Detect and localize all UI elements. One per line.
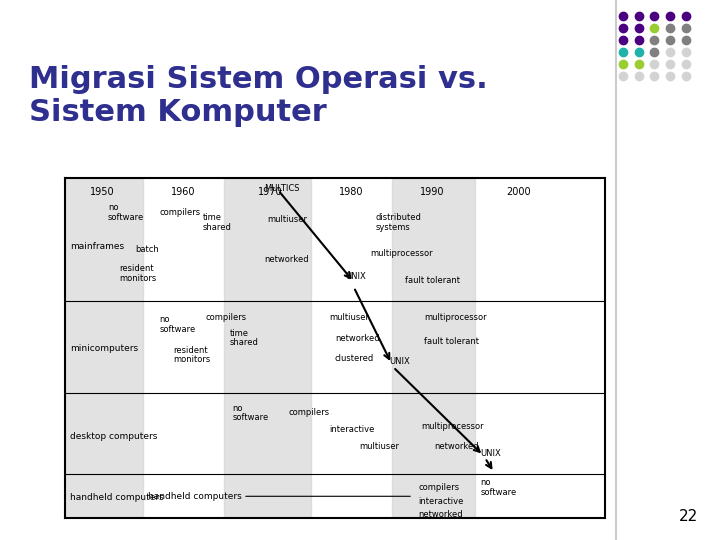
Text: 1950: 1950 xyxy=(90,187,115,197)
Text: compilers: compilers xyxy=(289,408,330,417)
Text: time
shared: time shared xyxy=(230,329,258,347)
Text: fault tolerant: fault tolerant xyxy=(405,276,460,285)
Text: multiuser: multiuser xyxy=(267,214,307,224)
Text: networked: networked xyxy=(265,255,309,265)
Text: UNIX: UNIX xyxy=(481,449,501,458)
Text: resident
monitors: resident monitors xyxy=(173,346,210,365)
Text: no
software: no software xyxy=(481,478,517,497)
Text: multiprocessor: multiprocessor xyxy=(424,313,487,322)
Text: no
software: no software xyxy=(108,203,144,221)
Text: 1980: 1980 xyxy=(338,187,364,197)
Text: interactive: interactive xyxy=(418,497,464,506)
Text: 22: 22 xyxy=(679,509,698,524)
Text: 2000: 2000 xyxy=(506,187,531,197)
Text: time
shared: time shared xyxy=(202,213,231,232)
Text: networked: networked xyxy=(418,510,463,519)
Text: no
software: no software xyxy=(159,315,196,334)
Text: networked: networked xyxy=(335,334,379,342)
Text: minicomputers: minicomputers xyxy=(71,344,138,353)
Text: multiprocessor: multiprocessor xyxy=(370,248,433,258)
Text: 1990: 1990 xyxy=(420,187,444,197)
Text: UNIX: UNIX xyxy=(389,357,410,367)
Text: compilers: compilers xyxy=(159,208,200,217)
Text: handheld computers: handheld computers xyxy=(71,494,164,503)
Text: batch: batch xyxy=(135,245,158,254)
Text: multiuser: multiuser xyxy=(359,442,399,451)
Bar xyxy=(224,178,310,518)
Text: 1960: 1960 xyxy=(171,187,196,197)
Text: multiuser: multiuser xyxy=(330,313,369,322)
Text: MULTICS: MULTICS xyxy=(265,184,300,193)
Text: resident
monitors: resident monitors xyxy=(119,264,156,283)
Text: compilers: compilers xyxy=(205,313,246,322)
Text: networked: networked xyxy=(435,442,480,451)
Bar xyxy=(392,178,475,518)
Text: no
software: no software xyxy=(232,403,269,422)
Text: distributed
systems: distributed systems xyxy=(375,213,421,232)
Text: handheld computers: handheld computers xyxy=(148,492,242,501)
Text: fault tolerant: fault tolerant xyxy=(424,337,479,346)
Text: 1970: 1970 xyxy=(258,187,282,197)
Text: compilers: compilers xyxy=(418,483,459,492)
Text: desktop computers: desktop computers xyxy=(71,432,158,441)
Bar xyxy=(65,178,143,518)
Text: Migrasi Sistem Operasi vs.
Sistem Komputer: Migrasi Sistem Operasi vs. Sistem Komput… xyxy=(29,65,487,127)
Text: multiprocessor: multiprocessor xyxy=(421,422,484,431)
Text: UNIX: UNIX xyxy=(346,272,366,281)
Text: mainframes: mainframes xyxy=(71,242,125,251)
Text: interactive: interactive xyxy=(330,426,375,435)
Text: clustered: clustered xyxy=(335,354,374,363)
